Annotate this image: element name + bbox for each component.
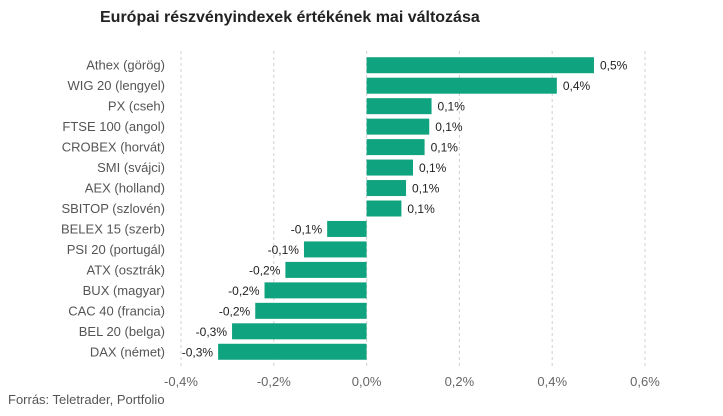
bar [264, 282, 367, 299]
category-labels: Athex (görög) WIG 20 (lengyel) PX (cseh) FT… [61, 58, 165, 360]
value-label: -0,2% [219, 304, 251, 318]
x-tick-label: 0,0% [352, 374, 382, 389]
chart-title: Európai részvényindexek értékének mai vá… [100, 9, 480, 26]
bar [218, 343, 367, 360]
x-tick-label: -0,2% [257, 374, 291, 389]
bar [366, 118, 430, 135]
category-label: FTSE 100 (angol) [62, 119, 165, 134]
value-label: 0,1% [407, 202, 435, 216]
category-label: CROBEX (horvát) [62, 140, 165, 155]
x-axis-ticks: -0,4% -0,2% 0,0% 0,2% 0,4% 0,6% [164, 374, 660, 389]
category-label: PX (cseh) [108, 99, 165, 114]
category-label: SBITOP (szlovén) [61, 201, 165, 216]
x-tick-label: 0,6% [630, 374, 660, 389]
value-label: 0,1% [431, 141, 459, 155]
category-label: Athex (görög) [86, 58, 165, 73]
bar [366, 139, 425, 156]
value-label: -0,2% [249, 263, 281, 277]
category-label: CAC 40 (francia) [68, 303, 165, 318]
value-label: 0,1% [419, 161, 447, 175]
x-tick-label: -0,4% [164, 374, 198, 389]
x-tick-label: 0,2% [445, 374, 475, 389]
category-label: SMI (svájci) [97, 160, 165, 175]
category-label: ATX (osztrák) [87, 262, 166, 277]
value-label: -0,1% [268, 243, 300, 257]
bar [366, 98, 432, 115]
bar [232, 323, 367, 340]
bar [285, 261, 367, 278]
bars [218, 57, 594, 360]
bar [366, 159, 413, 176]
bar [366, 77, 557, 94]
value-label: -0,2% [228, 284, 260, 298]
source-note: Forrás: Teletrader, Portfolio [8, 392, 165, 407]
value-label: 0,1% [412, 182, 440, 196]
bar [366, 180, 407, 197]
x-tick-label: 0,4% [537, 374, 567, 389]
category-label: PSI 20 (portugál) [67, 242, 165, 257]
value-label: 0,5% [600, 59, 628, 73]
value-label: -0,1% [291, 222, 323, 236]
value-label: -0,3% [196, 325, 228, 339]
bar [327, 220, 367, 237]
category-label: BELEX 15 (szerb) [61, 221, 165, 236]
category-label: DAX (német) [90, 344, 165, 359]
value-label: -0,3% [182, 345, 214, 359]
bar [366, 200, 402, 217]
bar [366, 57, 594, 74]
value-labels: 0,5% 0,4% 0,1% 0,1% 0,1% 0,1% 0,1% 0,1% -0,1% -0,… [182, 59, 628, 360]
value-label: 0,4% [563, 79, 591, 93]
value-label: 0,1% [438, 100, 466, 114]
value-label: 0,1% [435, 120, 463, 134]
category-label: WIG 20 (lengyel) [67, 78, 165, 93]
category-label: BUX (magyar) [83, 283, 165, 298]
category-label: AEX (holland) [85, 181, 165, 196]
category-label: BEL 20 (belga) [79, 324, 165, 339]
bar [303, 241, 367, 258]
bar [255, 302, 367, 319]
